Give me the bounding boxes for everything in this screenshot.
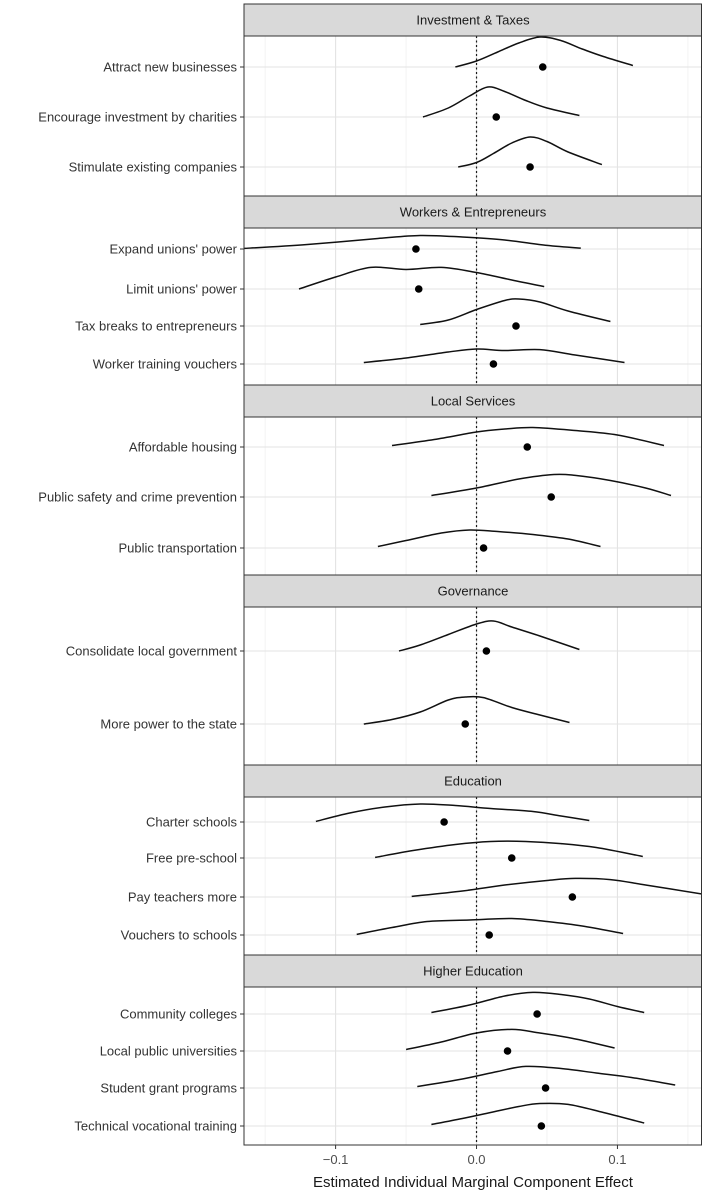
density-ridge xyxy=(458,136,603,168)
facet-title: Workers & Entrepreneurs xyxy=(400,205,547,220)
estimate-point xyxy=(414,285,423,293)
density-ridge xyxy=(422,86,580,118)
y-tick-label: Attract new businesses xyxy=(103,60,237,75)
facet-strip xyxy=(243,3,702,37)
y-tick-label: Tax breaks to entrepreneurs xyxy=(75,319,237,334)
panel-background xyxy=(244,36,702,196)
facet-title: Investment & Taxes xyxy=(416,13,530,28)
facet-title: Higher Education xyxy=(423,964,523,979)
facet-strip xyxy=(243,954,702,988)
y-tick-label: Student grant programs xyxy=(100,1081,237,1096)
estimate-point xyxy=(461,720,470,728)
estimate-point xyxy=(440,818,448,826)
y-tick-label: Affordable housing xyxy=(129,440,237,455)
panel-background xyxy=(244,417,702,575)
y-tick-label: Technical vocational training xyxy=(74,1119,237,1134)
facet-strip xyxy=(243,195,702,229)
panel-background xyxy=(244,607,702,765)
y-tick-label: Public safety and crime prevention xyxy=(38,490,237,505)
y-tick-label: Public transportation xyxy=(118,541,237,556)
y-tick-label: Vouchers to schools xyxy=(121,928,238,943)
y-tick-label: Encourage investment by charities xyxy=(38,110,237,125)
x-tick-label: −0.1 xyxy=(323,1152,349,1167)
estimate-point xyxy=(412,245,420,253)
density-ridge xyxy=(391,426,665,447)
facet-panel: Community colleges Local public universit… xyxy=(74,954,702,1146)
density-ridge xyxy=(417,1065,676,1088)
y-tick-label: Pay teachers more xyxy=(128,890,237,905)
density-ridge xyxy=(377,529,601,548)
density-ridge xyxy=(431,991,645,1014)
y-tick-label: Worker training vouchers xyxy=(93,357,238,372)
facet-title: Governance xyxy=(438,584,509,599)
facet-panel: Charter schools Free pre-school Pay teache… xyxy=(121,764,702,956)
facet-title: Education xyxy=(444,774,502,789)
estimate-point xyxy=(492,113,501,121)
facet-panel: Consolidate local government More power t… xyxy=(66,574,702,766)
y-tick-label: Limit unions' power xyxy=(126,282,238,297)
facet-panel: Attract new businesses Encourage investme… xyxy=(38,3,702,197)
estimate-point xyxy=(512,322,520,330)
x-tick-label: 0.1 xyxy=(608,1152,626,1167)
facet-panel: Expand unions' power Limit unions' power T… xyxy=(75,195,702,386)
x-axis-title: Estimated Individual Marginal Component … xyxy=(313,1174,634,1191)
density-ridge xyxy=(243,234,581,250)
y-tick-label: Stimulate existing companies xyxy=(69,160,238,175)
x-tick-label: 0.0 xyxy=(467,1152,485,1167)
facet-strip xyxy=(243,764,702,798)
estimate-point xyxy=(537,1122,546,1130)
density-ridge xyxy=(455,36,634,68)
y-tick-label: Consolidate local government xyxy=(66,644,238,659)
panel-background xyxy=(244,228,702,385)
estimate-point xyxy=(503,1047,512,1055)
facet-title: Local Services xyxy=(431,394,516,409)
estimate-point xyxy=(547,493,556,501)
estimate-point xyxy=(523,443,532,451)
density-ridge xyxy=(363,695,570,725)
estimate-point xyxy=(533,1010,541,1018)
estimate-point xyxy=(489,360,498,368)
density-ridge xyxy=(315,803,590,823)
y-tick-label: Free pre-school xyxy=(146,851,237,866)
estimate-point xyxy=(538,63,547,71)
density-ridge xyxy=(363,348,625,364)
panel-background xyxy=(244,797,702,955)
density-ridge xyxy=(431,1102,645,1126)
density-ridge xyxy=(411,877,702,898)
facet-panel: Affordable housing Public safety and crim… xyxy=(38,384,702,576)
y-tick-label: Local public universities xyxy=(100,1044,238,1059)
estimate-point xyxy=(507,854,516,862)
density-ridge xyxy=(431,473,672,497)
y-tick-label: Community colleges xyxy=(120,1007,238,1022)
density-ridge xyxy=(374,840,643,859)
density-ridge xyxy=(398,620,580,652)
facet-strip xyxy=(243,574,702,608)
estimate-point xyxy=(479,544,488,552)
density-ridge xyxy=(405,1028,615,1051)
estimate-point xyxy=(482,647,491,655)
density-ridge xyxy=(298,266,545,290)
estimate-point xyxy=(526,163,534,171)
density-ridge xyxy=(356,917,624,936)
y-tick-label: Charter schools xyxy=(146,815,238,830)
estimate-point xyxy=(568,893,577,901)
estimate-point xyxy=(541,1084,550,1092)
y-tick-label: Expand unions' power xyxy=(109,242,237,257)
density-ridge xyxy=(420,298,611,326)
y-tick-label: More power to the state xyxy=(100,717,237,732)
estimate-point xyxy=(485,931,494,939)
